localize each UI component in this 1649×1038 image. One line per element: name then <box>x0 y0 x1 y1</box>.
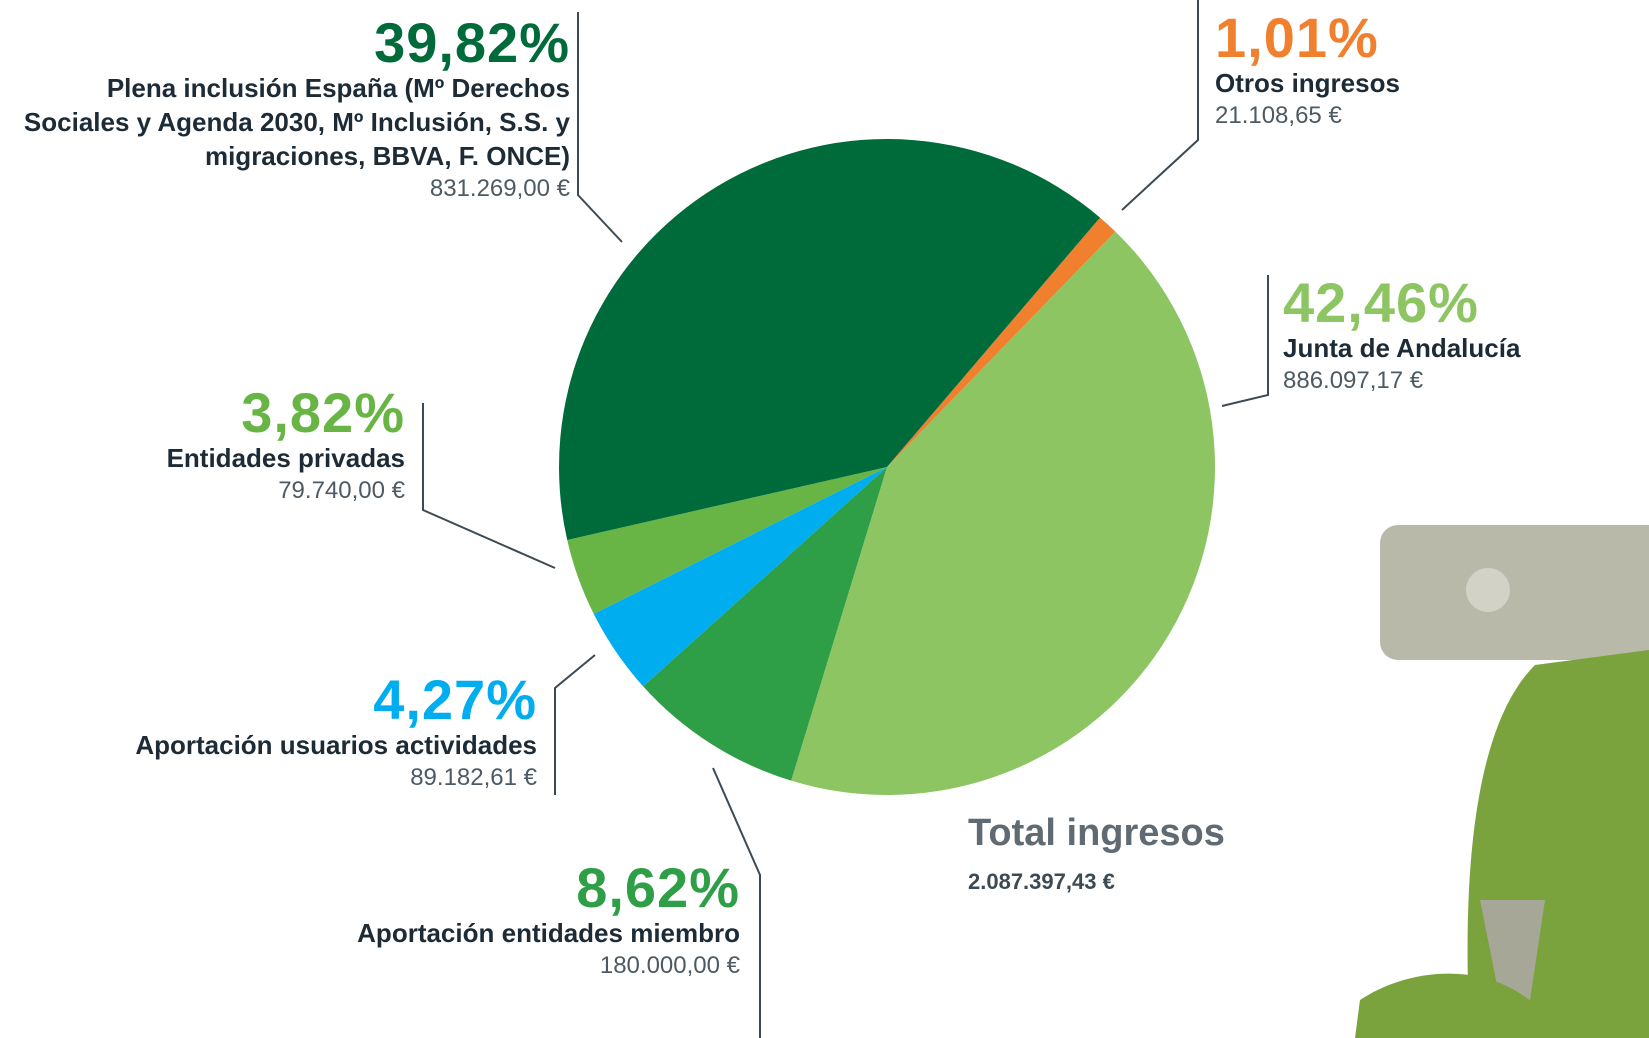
percent-label: 8,62% <box>576 856 740 919</box>
category-label: Entidades privadas <box>166 443 405 473</box>
percent-label: 4,27% <box>373 668 537 731</box>
amount-label: 89.182,61 € <box>410 764 537 791</box>
slice-label: 1,01% Otros ingresos 21.108,65 € <box>1215 10 1515 132</box>
category-label: Aportación entidades miembro <box>357 918 740 948</box>
amount-label: 886.097,17 € <box>1283 367 1424 394</box>
pie-slice <box>559 139 1101 540</box>
leader-line <box>712 767 761 1038</box>
slice-label: 4,27% Aportación usuarios actividades 89.1… <box>17 672 537 794</box>
leader-lines <box>422 0 1269 1038</box>
total-value: 2.087.397,43 € <box>968 869 1115 894</box>
leader-line <box>577 12 623 243</box>
amount-label: 79.740,00 € <box>278 477 405 504</box>
slice-label: 39,82% Plena inclusión España (Mº Derecho… <box>10 15 570 205</box>
total: Total ingresos 2.087.397,43 € <box>968 812 1225 895</box>
category-label: Aportación usuarios actividades <box>135 730 537 760</box>
category-label: Otros ingresos <box>1215 68 1400 98</box>
pie-slice <box>887 217 1116 467</box>
leader-line <box>1221 275 1269 407</box>
percent-label: 39,82% <box>374 11 570 74</box>
total-label: Total ingresos <box>968 812 1225 854</box>
category-label: Plena inclusión España (Mº Derechos Soci… <box>23 73 570 171</box>
amount-label: 21.108,65 € <box>1215 102 1342 129</box>
percent-label: 3,82% <box>241 381 405 444</box>
percent-label: 42,46% <box>1283 271 1479 334</box>
category-label: Junta de Andalucía <box>1283 333 1521 363</box>
pie <box>559 139 1215 796</box>
pie-slice <box>593 467 887 687</box>
illustration <box>1355 525 1649 1038</box>
amount-label: 180.000,00 € <box>599 952 740 979</box>
slice-label: 42,46% Junta de Andalucía 886.097,17 € <box>1283 275 1649 397</box>
pie-slice <box>643 467 887 781</box>
amount-label: 831.269,00 € <box>429 175 570 202</box>
pie-slice <box>567 467 887 614</box>
leader-line <box>422 403 556 569</box>
pie-slice <box>791 231 1215 796</box>
leader-line <box>1121 0 1199 211</box>
slice-label: 3,82% Entidades privadas 79.740,00 € <box>25 385 405 507</box>
slice-label: 8,62% Aportación entidades miembro 180.000… <box>240 860 740 982</box>
percent-label: 1,01% <box>1215 6 1379 69</box>
leader-line <box>554 654 596 795</box>
